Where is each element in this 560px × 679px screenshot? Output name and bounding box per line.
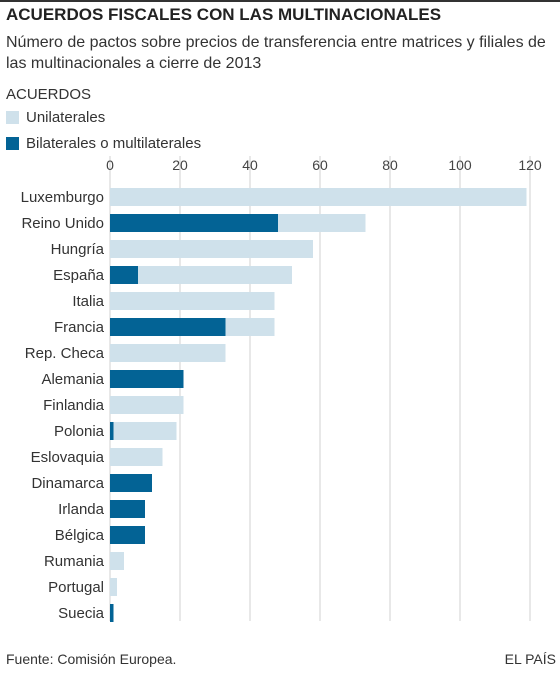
category-label: Portugal xyxy=(48,579,104,596)
x-tick-label: 100 xyxy=(448,157,472,173)
legend-title: ACUERDOS xyxy=(6,86,92,103)
legend-swatch-bilaterales xyxy=(6,136,19,150)
legend-item-bilaterales: Bilaterales o multilaterales xyxy=(6,134,201,152)
bar-bilateral xyxy=(110,526,145,544)
bar-bilateral xyxy=(110,318,226,336)
category-label: Dinamarca xyxy=(31,475,104,492)
legend-label-bilaterales: Bilaterales o multilaterales xyxy=(26,134,202,152)
x-tick-label: 40 xyxy=(242,157,258,173)
x-tick-label: 60 xyxy=(312,157,328,173)
category-label: Reino Unido xyxy=(21,215,104,232)
x-tick-label: 120 xyxy=(518,157,542,173)
category-label: Polonia xyxy=(54,423,105,440)
legend-label-unilaterales: Unilaterales xyxy=(26,108,106,126)
legend-swatch-unilaterales xyxy=(6,110,19,124)
bar-bilateral xyxy=(110,266,138,284)
bar-unilateral xyxy=(110,292,275,310)
x-tick-label: 20 xyxy=(172,157,188,173)
category-label: Bélgica xyxy=(55,527,105,544)
category-label: Suecia xyxy=(58,605,105,622)
bar-unilateral xyxy=(110,448,163,466)
bar-unilateral xyxy=(110,552,124,570)
source-note: Fuente: Comisión Europea. xyxy=(6,651,177,667)
category-label: Hungría xyxy=(51,241,105,258)
legend-item-unilaterales: Unilaterales xyxy=(6,108,105,126)
category-label: Alemania xyxy=(41,371,104,388)
bar-unilateral xyxy=(110,396,184,414)
bar-bilateral xyxy=(110,214,278,232)
brand-logo-text: EL PAÍS xyxy=(504,651,556,667)
bar-unilateral xyxy=(110,578,117,596)
category-label: Eslovaquia xyxy=(31,449,105,466)
bar-unilateral xyxy=(110,240,313,258)
category-label: Luxemburgo xyxy=(21,189,104,206)
category-label: España xyxy=(53,267,105,284)
bar-bilateral xyxy=(110,422,114,440)
x-tick-label: 80 xyxy=(382,157,398,173)
category-label: Italia xyxy=(72,293,104,310)
bar-unilateral xyxy=(110,344,226,362)
bar-unilateral xyxy=(138,266,292,284)
bar-unilateral xyxy=(110,188,527,206)
bar-bilateral xyxy=(110,500,145,518)
category-label: Rumania xyxy=(44,553,105,570)
chart-subtitle: Número de pactos sobre precios de transf… xyxy=(6,34,546,72)
bar-bilateral xyxy=(110,370,184,388)
bar-unilateral xyxy=(278,214,366,232)
bar-chart: 0 20 40 60 80 100 120 Luxemburgo Reino Unido Hung… xyxy=(21,156,542,622)
category-label: Irlanda xyxy=(58,501,105,518)
bar-unilateral xyxy=(113,422,177,440)
top-rule xyxy=(0,0,560,2)
bar-bilateral xyxy=(110,604,114,622)
category-label: Rep. Checa xyxy=(25,345,105,362)
bar-unilateral xyxy=(225,318,275,336)
x-tick-label: 0 xyxy=(106,157,114,173)
category-label: Francia xyxy=(54,319,105,336)
chart-title: ACUERDOS FISCALES CON LAS MULTINACIONALE… xyxy=(6,5,442,24)
bar-bilateral xyxy=(110,474,152,492)
category-label: Finlandia xyxy=(43,397,105,414)
